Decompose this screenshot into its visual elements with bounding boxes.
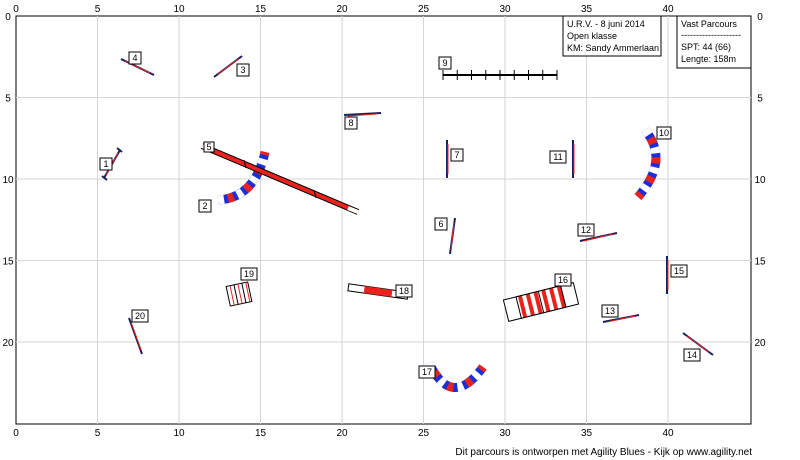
y-tick-label-right: 10 — [754, 175, 766, 186]
y-tick-label-right: 20 — [754, 338, 766, 349]
svg-text:2: 2 — [202, 201, 207, 211]
course-length: Lengte: 158m — [681, 54, 736, 64]
obstacle-label-9: 9 — [438, 56, 452, 70]
y-tick-label-left: 0 — [5, 12, 11, 23]
x-tick-label-bottom: 20 — [336, 428, 348, 439]
y-tick-label-right: 15 — [754, 257, 766, 268]
obstacle-label-16: 16 — [554, 273, 572, 287]
x-tick-label-bottom: 40 — [662, 428, 674, 439]
x-tick-label-top: 35 — [581, 4, 593, 15]
x-tick-label-top: 40 — [662, 4, 674, 15]
svg-text:14: 14 — [687, 350, 697, 360]
obstacle-label-11: 11 — [549, 150, 567, 164]
svg-text:1: 1 — [103, 159, 108, 169]
x-tick-label-top: 30 — [499, 4, 511, 15]
obstacle-11-jump — [572, 140, 575, 178]
obstacle-14-jump — [682, 332, 714, 356]
footer-credit: Dit parcours is ontworpen met Agility Bl… — [455, 447, 752, 458]
obstacle-20-jump — [128, 317, 143, 355]
x-tick-label-bottom: 0 — [13, 428, 19, 439]
svg-text:7: 7 — [454, 150, 459, 160]
course-box: Vast Parcours -------------------- SPT: … — [676, 15, 752, 69]
svg-text:13: 13 — [605, 306, 615, 316]
svg-text:6: 6 — [438, 219, 443, 229]
svg-text:15: 15 — [674, 266, 684, 276]
obstacle-16-aframe — [502, 282, 580, 322]
obstacle-label-5: 5 — [203, 141, 215, 153]
svg-text:19: 19 — [244, 269, 254, 279]
y-tick-label-left: 5 — [5, 94, 11, 105]
obstacle-label-18: 18 — [395, 284, 413, 298]
x-tick-label-bottom: 10 — [173, 428, 185, 439]
obstacle-label-12: 12 — [577, 223, 595, 237]
x-tick-label-top: 10 — [173, 4, 185, 15]
obstacle-19-table — [225, 281, 253, 307]
x-tick-label-bottom: 25 — [418, 428, 430, 439]
svg-text:5: 5 — [206, 142, 211, 152]
info-judge: KM: Sandy Ammerlaan — [567, 43, 659, 53]
svg-text:9: 9 — [442, 58, 447, 68]
obstacle-label-17: 17 — [418, 365, 436, 379]
y-tick-label-right: 0 — [757, 12, 763, 23]
x-tick-label-bottom: 35 — [581, 428, 593, 439]
obstacle-label-15: 15 — [670, 264, 688, 278]
x-tick-label-bottom: 30 — [499, 428, 511, 439]
obstacle-10-tunnel — [634, 127, 661, 200]
field-border — [15, 15, 752, 425]
course-spt: SPT: 44 (66) — [681, 42, 731, 52]
obstacle-label-10: 10 — [656, 126, 672, 140]
obstacle-label-6: 6 — [434, 217, 448, 231]
svg-text:4: 4 — [132, 53, 137, 63]
obstacle-17-tunnel — [424, 360, 487, 392]
x-tick-label-top: 0 — [13, 4, 19, 15]
x-tick-label-top: 25 — [418, 4, 430, 15]
x-tick-label-top: 20 — [336, 4, 348, 15]
x-tick-label-top: 15 — [255, 4, 267, 15]
obstacle-label-14: 14 — [683, 348, 701, 362]
svg-text:17: 17 — [422, 367, 432, 377]
grid — [16, 16, 751, 424]
obstacle-3-jump — [213, 55, 243, 78]
svg-text:11: 11 — [553, 152, 562, 162]
svg-text:20: 20 — [135, 311, 145, 321]
obstacle-label-8: 8 — [344, 116, 358, 130]
info-box: U.R.V. - 8 juni 2014 Open klasse KM: San… — [562, 15, 662, 57]
obstacle-12-jump — [579, 232, 618, 242]
obstacle-label-1: 1 — [99, 157, 113, 171]
svg-text:8: 8 — [348, 118, 353, 128]
y-tick-label-left: 20 — [2, 338, 14, 349]
obstacle-label-2: 2 — [198, 199, 212, 213]
obstacle-7-jump — [446, 140, 449, 178]
course-type: Vast Parcours — [681, 19, 737, 29]
obstacle-label-19: 19 — [240, 267, 258, 281]
obstacle-15-jump — [666, 256, 669, 294]
svg-text:3: 3 — [240, 65, 245, 75]
y-tick-label-left: 15 — [2, 257, 14, 268]
course-divider: -------------------- — [681, 30, 741, 40]
x-tick-label-bottom: 15 — [255, 428, 267, 439]
obstacle-label-3: 3 — [236, 63, 250, 77]
obstacle-13-jump — [602, 314, 640, 323]
obstacle-6-jump — [449, 217, 456, 255]
svg-text:12: 12 — [581, 225, 591, 235]
svg-text:10: 10 — [659, 128, 669, 138]
obstacle-2-tunnel — [217, 150, 270, 205]
obstacle-label-4: 4 — [128, 51, 142, 65]
obstacle-8-jump — [343, 112, 382, 117]
y-tick-label-left: 10 — [2, 175, 14, 186]
x-tick-label-bottom: 5 — [95, 428, 101, 439]
obstacle-label-7: 7 — [450, 148, 464, 162]
obstacle-label-13: 13 — [601, 304, 619, 318]
y-tick-label-right: 5 — [757, 94, 763, 105]
obstacle-9-weave — [442, 70, 558, 80]
svg-text:16: 16 — [558, 275, 568, 285]
svg-text:18: 18 — [399, 286, 409, 296]
obstacle-label-20: 20 — [131, 309, 149, 323]
x-tick-label-top: 5 — [95, 4, 101, 15]
info-title: U.R.V. - 8 juni 2014 — [567, 19, 645, 29]
info-class: Open klasse — [567, 31, 617, 41]
